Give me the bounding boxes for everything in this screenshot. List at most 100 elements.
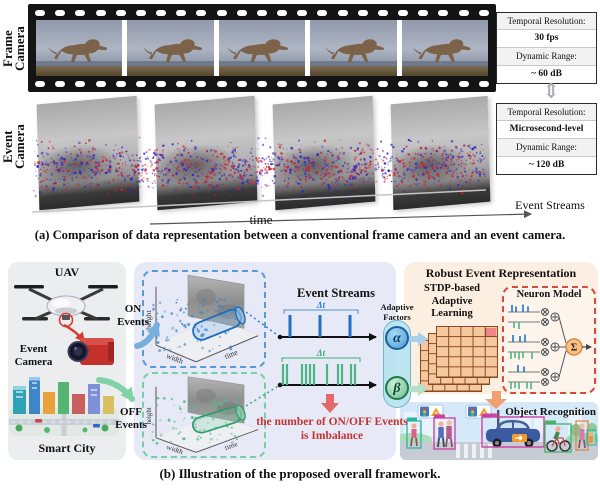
event-camera-axis-label: Event Camera bbox=[0, 124, 27, 170]
sprocket-hole bbox=[55, 9, 66, 16]
sprocket-hole bbox=[216, 80, 227, 87]
delta-t-label-off: Δt bbox=[316, 348, 326, 358]
ground-band bbox=[401, 66, 489, 76]
alpha-to-stdp-arrow bbox=[409, 332, 428, 346]
sprocket-hole bbox=[478, 80, 489, 87]
temporal-resolution-value: Microsecond-level bbox=[497, 121, 596, 140]
sprocket-hole bbox=[135, 9, 146, 16]
ground-band bbox=[127, 66, 214, 76]
neuron-model-box bbox=[502, 286, 596, 394]
height-axis-label: height bbox=[144, 309, 153, 329]
sprocket-hole bbox=[256, 9, 267, 16]
event-stream-frame bbox=[36, 95, 140, 211]
uav-drone-illustration bbox=[14, 285, 118, 328]
stdp-highlight-cell bbox=[485, 328, 496, 337]
event-camera-spec-box: Temporal Resolution: Microsecond-level D… bbox=[496, 103, 597, 175]
sigma-symbol: Σ bbox=[571, 343, 578, 354]
sprocket-hole bbox=[337, 9, 348, 16]
sprocket-hole bbox=[438, 80, 449, 87]
horizon-band bbox=[127, 60, 214, 68]
detected-pedestrian-child bbox=[575, 420, 597, 451]
temporal-resolution-label: Temporal Resolution: bbox=[497, 13, 596, 31]
sprocket-hole bbox=[236, 80, 247, 87]
cheetah-silhouette bbox=[46, 36, 113, 68]
film-frame bbox=[36, 20, 123, 76]
event-stream-frame bbox=[390, 95, 491, 211]
stdp-grid-sheet bbox=[436, 326, 498, 378]
sprocket-hole bbox=[115, 9, 126, 16]
sprocket-hole bbox=[95, 9, 106, 16]
sprocket-hole bbox=[377, 9, 388, 16]
on-events-arrow bbox=[134, 321, 160, 349]
sprocket-hole bbox=[297, 9, 308, 16]
sprocket-hole bbox=[135, 80, 146, 87]
sprocket-hole bbox=[35, 9, 45, 16]
event-streams-title: Event Streams bbox=[297, 286, 375, 300]
horizon-band bbox=[218, 60, 306, 68]
sprocket-hole bbox=[337, 80, 348, 87]
smart-city-illustration bbox=[9, 377, 119, 436]
street-scene-svg bbox=[400, 402, 598, 460]
off-scatter-svg: height width time bbox=[145, 376, 261, 456]
sprocket-hole bbox=[196, 9, 207, 16]
smart-city-label: Smart City bbox=[38, 441, 96, 455]
spike-trains: Δt Δt bbox=[246, 300, 377, 407]
event-camera-illustration bbox=[67, 338, 114, 365]
caption-panel-a: (a) Comparison of data representation be… bbox=[34, 228, 566, 242]
imbalance-arrow-icon bbox=[321, 394, 339, 414]
height-axis-label: height bbox=[145, 407, 153, 424]
frame-camera-axis-label: Frame Camera bbox=[0, 26, 27, 72]
sprocket-hole bbox=[357, 9, 368, 16]
representation-title: Robust Event Representation bbox=[425, 266, 577, 280]
temporal-resolution-label: Temporal Resolution: bbox=[497, 104, 596, 122]
film-sprocket-row-top bbox=[35, 9, 489, 16]
sprocket-hole bbox=[317, 80, 328, 87]
sprocket-hole bbox=[75, 9, 86, 16]
compare-updown-arrow-icon: ⇕ bbox=[542, 79, 560, 103]
sprocket-hole bbox=[196, 80, 207, 87]
cheetah-silhouette bbox=[411, 36, 477, 68]
on-events-label: ON Events bbox=[117, 303, 149, 328]
sprocket-hole bbox=[478, 9, 489, 16]
horizon-band bbox=[36, 60, 123, 68]
off-events-scatter-plot: height width time bbox=[142, 372, 266, 458]
event-stream-frame bbox=[154, 95, 258, 211]
sprocket-hole bbox=[75, 80, 86, 87]
adaptive-factors-label: Adaptive Factors bbox=[380, 302, 414, 322]
sprocket-hole bbox=[458, 80, 469, 87]
film-sprocket-row-bottom bbox=[35, 80, 489, 87]
sprocket-hole bbox=[115, 80, 126, 87]
off-events-arrow bbox=[96, 377, 135, 403]
sprocket-hole bbox=[55, 80, 66, 87]
alpha-factor: α bbox=[385, 326, 409, 350]
cheetah-silhouette bbox=[141, 36, 208, 68]
dynamic-range-label: Dynamic Range: bbox=[497, 48, 596, 66]
ground-band bbox=[218, 66, 306, 76]
detected-cyclist bbox=[544, 420, 572, 453]
sprocket-hole bbox=[377, 80, 388, 87]
to-recognition-arrow-icon bbox=[485, 391, 507, 409]
film-strip bbox=[28, 4, 496, 92]
delta-t-label-on: Δt bbox=[316, 300, 326, 310]
sprocket-hole bbox=[418, 9, 429, 16]
on-events-scatter-plot: height width time bbox=[142, 270, 266, 368]
frame-camera-spec-box: Temporal Resolution: 30 fps Dynamic Rang… bbox=[496, 12, 597, 84]
dynamic-range-value: ~ 60 dB bbox=[497, 65, 596, 83]
ground-band bbox=[310, 66, 397, 76]
horizon-band bbox=[401, 60, 489, 68]
event-streams-label: Event Streams bbox=[515, 198, 585, 212]
sprocket-hole bbox=[398, 80, 409, 87]
dynamic-range-value: ~ 120 dB bbox=[497, 156, 596, 174]
sprocket-hole bbox=[277, 80, 288, 87]
time-axis-label: time bbox=[224, 440, 239, 451]
sprocket-hole bbox=[297, 80, 308, 87]
film-frame bbox=[401, 20, 489, 76]
sprocket-hole bbox=[236, 9, 247, 16]
film-frame bbox=[218, 20, 306, 76]
off-event-points bbox=[151, 396, 240, 445]
sprocket-hole bbox=[35, 80, 45, 87]
sprocket-hole bbox=[256, 80, 267, 87]
sprocket-hole bbox=[398, 9, 409, 16]
object-recognition-scene bbox=[400, 402, 598, 460]
